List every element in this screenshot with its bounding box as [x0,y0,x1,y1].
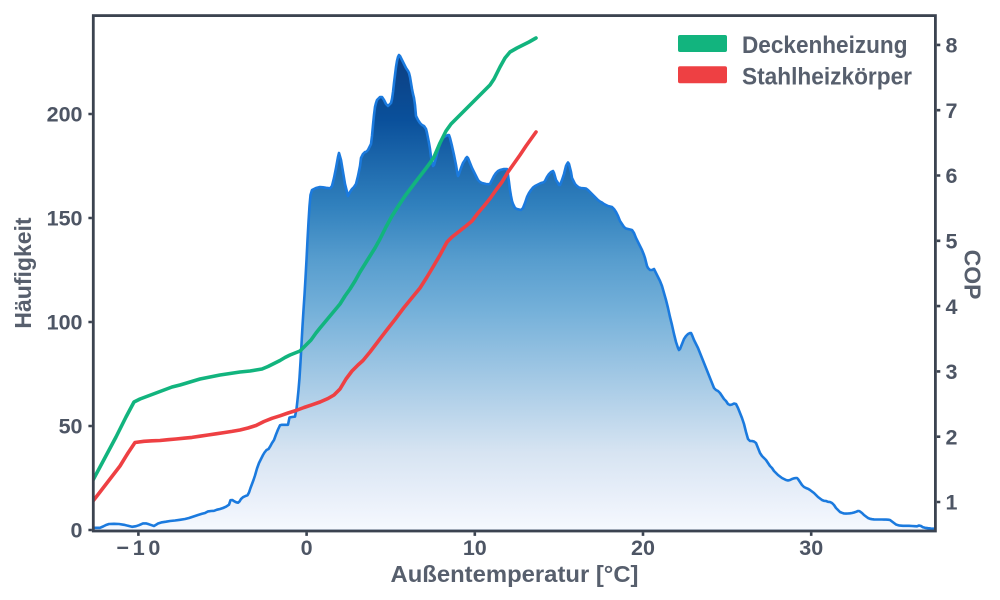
svg-text:3: 3 [946,360,958,384]
svg-text:Deckenheizung: Deckenheizung [742,32,908,59]
svg-text:6: 6 [946,164,958,188]
svg-text:50: 50 [59,415,83,439]
svg-text:7: 7 [946,99,958,123]
svg-text:0: 0 [71,519,83,543]
svg-text:100: 100 [47,311,83,335]
svg-text:200: 200 [47,103,83,127]
svg-text:4: 4 [946,295,958,319]
svg-text:Häufigkeit: Häufigkeit [10,217,36,329]
svg-text:2: 2 [946,425,958,449]
svg-text:20: 20 [631,536,655,560]
svg-text:5: 5 [946,230,958,254]
svg-text:1: 1 [946,491,958,515]
svg-text:8: 8 [946,34,958,58]
svg-text:0: 0 [301,536,313,560]
svg-text:−10: −10 [116,536,160,560]
svg-text:Stahlheizkörper: Stahlheizkörper [742,63,912,90]
svg-text:150: 150 [47,207,83,231]
svg-text:Außentemperatur [°C]: Außentemperatur [°C] [391,561,639,587]
svg-text:COP: COP [960,250,986,300]
svg-text:30: 30 [799,536,823,560]
svg-text:10: 10 [463,536,487,560]
